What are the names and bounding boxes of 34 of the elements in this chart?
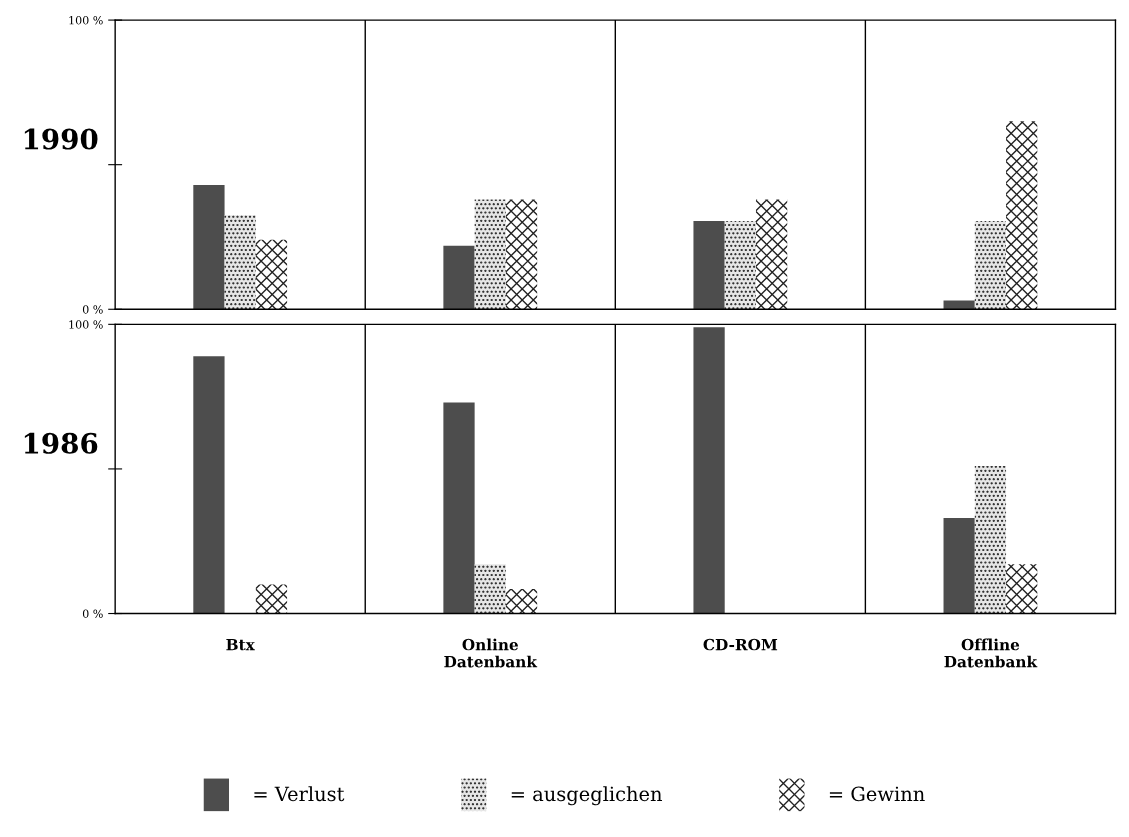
bar xyxy=(255,584,288,614)
y-tick-label: 0 % xyxy=(82,609,103,618)
y-axis-title: 1990 xyxy=(24,128,98,150)
bar xyxy=(974,221,1007,310)
legend-label: = ausgeglichen xyxy=(511,786,663,806)
bar xyxy=(443,245,475,310)
bar xyxy=(443,402,475,614)
bar xyxy=(724,221,756,310)
legend-label: = Gewinn xyxy=(829,786,925,802)
y-tick-label: 0 % xyxy=(82,305,103,314)
y-tick-label: 100 % xyxy=(69,16,103,25)
bar xyxy=(943,300,975,310)
bar xyxy=(693,327,725,614)
bar xyxy=(1006,121,1038,310)
bar xyxy=(974,466,1007,614)
x-tick-label: Online Datenbank xyxy=(444,638,538,668)
y-axis-title: 1986 xyxy=(24,432,98,454)
bar xyxy=(505,199,538,310)
bar xyxy=(255,239,288,310)
bar xyxy=(474,199,506,310)
bar xyxy=(224,215,256,310)
x-tick-label: CD-ROM xyxy=(703,638,778,651)
bar xyxy=(193,184,225,310)
bar xyxy=(193,356,225,614)
x-tick-label: Offline Datenbank xyxy=(944,638,1038,668)
y-tick-label: 100 % xyxy=(69,320,103,329)
legend-label: = Verlust xyxy=(254,786,345,802)
bar xyxy=(693,221,725,310)
bar xyxy=(755,199,788,310)
x-tick-label: Btx xyxy=(226,638,255,651)
bar xyxy=(1006,564,1038,614)
bar xyxy=(474,564,506,614)
bar xyxy=(505,588,538,614)
bar xyxy=(943,518,975,614)
